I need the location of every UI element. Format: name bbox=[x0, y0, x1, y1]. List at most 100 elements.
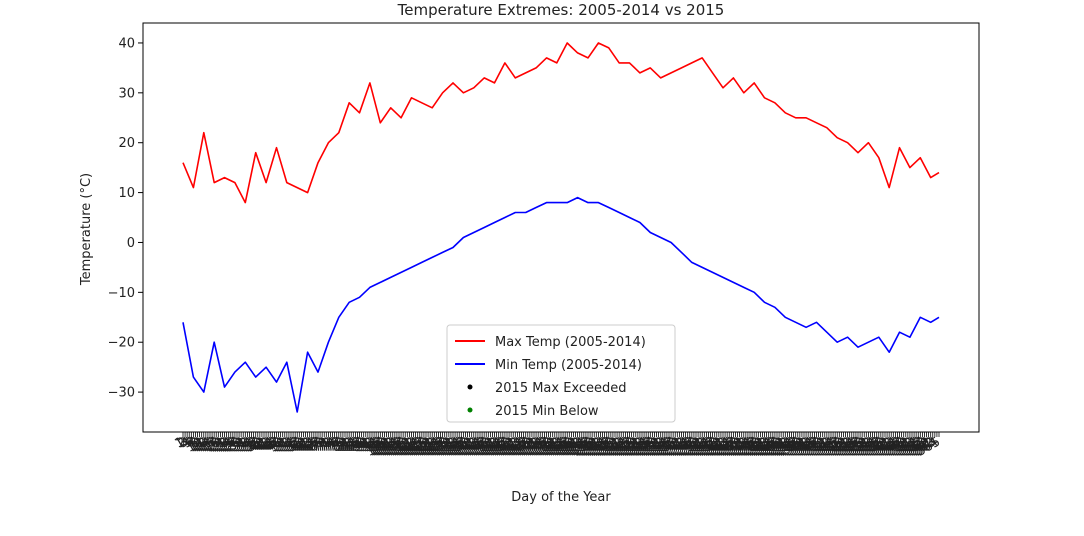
x-tick-label: 62 bbox=[292, 434, 314, 455]
x-tick-label: 23 bbox=[211, 434, 233, 455]
min-temp-line bbox=[182, 196, 940, 413]
x-tick-label: 14 bbox=[192, 434, 214, 455]
x-tick-label: 49 bbox=[265, 434, 287, 455]
x-tick-label: 85 bbox=[340, 434, 362, 455]
x-tick-label: 33 bbox=[232, 434, 254, 455]
x-tick-label: 97 bbox=[365, 434, 387, 455]
y-tick-label: −30 bbox=[108, 386, 135, 401]
x-tick-label: 61 bbox=[290, 434, 312, 455]
x-tick-label: 71 bbox=[311, 434, 333, 455]
x-tick-label: 32 bbox=[230, 434, 252, 455]
x-tick-label: 63 bbox=[294, 434, 316, 455]
x-tick-label: 87 bbox=[344, 434, 366, 455]
y-tick-label: 30 bbox=[118, 86, 135, 101]
max-temp-line bbox=[182, 42, 940, 204]
x-tick-label: 67 bbox=[302, 434, 324, 455]
x-tick-label: 99 bbox=[369, 434, 391, 455]
x-tick-label: 44 bbox=[254, 434, 276, 455]
chart-title: Temperature Extremes: 2005-2014 vs 2015 bbox=[397, 1, 725, 19]
x-tick-label: 48 bbox=[263, 434, 285, 455]
x-tick-label: 72 bbox=[313, 434, 335, 455]
x-tick-label: 12 bbox=[188, 434, 210, 455]
x-tick-label: 17 bbox=[198, 434, 220, 455]
x-tick-label: 54 bbox=[275, 434, 297, 455]
y-tick-label: 40 bbox=[118, 36, 135, 51]
x-tick-label: 20 bbox=[205, 434, 227, 455]
x-tick-label: 98 bbox=[367, 434, 389, 455]
x-tick-label: 95 bbox=[360, 434, 382, 455]
x-tick-label: 52 bbox=[271, 434, 293, 455]
plot-area bbox=[142, 22, 980, 433]
x-tick-label: 16 bbox=[196, 434, 218, 455]
x-tick-label: 22 bbox=[209, 434, 231, 455]
x-tick-label: 91 bbox=[352, 434, 374, 455]
x-tick-label: 39 bbox=[244, 434, 266, 455]
x-tick-label: 36 bbox=[238, 434, 260, 455]
x-tick-label: 10 bbox=[184, 434, 206, 455]
x-tick-label: 77 bbox=[323, 434, 345, 455]
x-tick-label: 82 bbox=[333, 434, 355, 455]
x-tick-label: 74 bbox=[317, 434, 339, 455]
x-tick-label: 47 bbox=[261, 434, 283, 455]
x-tick-label: 15 bbox=[194, 434, 216, 455]
x-tick-label: 11 bbox=[186, 434, 208, 455]
x-tick-label: 53 bbox=[273, 434, 295, 455]
x-tick-label: 31 bbox=[227, 434, 249, 455]
x-tick-label: 45 bbox=[257, 434, 279, 455]
x-tick-label: 28 bbox=[221, 434, 243, 455]
x-tick-label: 64 bbox=[296, 434, 318, 455]
x-tick-label: 86 bbox=[342, 434, 364, 455]
x-tick-label: 29 bbox=[223, 434, 245, 455]
x-tick-label: 68 bbox=[304, 434, 326, 455]
x-tick-label: 58 bbox=[284, 434, 306, 455]
x-tick-label: 78 bbox=[325, 434, 347, 455]
x-tick-label: 55 bbox=[277, 434, 299, 455]
x-tick-label: 96 bbox=[362, 434, 384, 455]
x-tick-label: 13 bbox=[190, 434, 212, 455]
x-tick-label: 83 bbox=[335, 434, 357, 455]
y-tick-label: 10 bbox=[118, 186, 135, 201]
x-tick-label: 51 bbox=[269, 434, 291, 455]
x-axis-label: Day of the Year bbox=[511, 490, 611, 505]
x-tick-label: 57 bbox=[281, 434, 303, 455]
x-tick-label: 38 bbox=[242, 434, 264, 455]
legend-2015-max-label: 2015 Max Exceeded bbox=[495, 381, 627, 396]
x-tick-label: 73 bbox=[315, 434, 337, 455]
x-tick-label: 34 bbox=[234, 434, 256, 455]
x-tick-label: 80 bbox=[329, 434, 351, 455]
legend-2015-min-marker bbox=[467, 407, 473, 413]
x-tick-label: 69 bbox=[306, 434, 328, 455]
y-tick-label: 0 bbox=[127, 236, 135, 251]
y-axis-label: Temperature (°C) bbox=[79, 173, 94, 286]
x-tick-label: 37 bbox=[240, 434, 262, 455]
x-tick-label: 59 bbox=[286, 434, 308, 455]
x-tick-label: 79 bbox=[327, 434, 349, 455]
x-tick-label: 66 bbox=[300, 434, 322, 455]
x-tick-label: 90 bbox=[350, 434, 372, 455]
legend-min-label: Min Temp (2005-2014) bbox=[495, 358, 642, 373]
x-tick-label: 65 bbox=[298, 434, 320, 455]
x-tick-label: 81 bbox=[331, 434, 353, 455]
x-tick-label: 70 bbox=[308, 434, 330, 455]
legend-box bbox=[446, 324, 676, 423]
x-tick-label: 30 bbox=[225, 434, 247, 455]
series-layer bbox=[182, 42, 940, 413]
y-tick-label: −20 bbox=[108, 336, 135, 351]
x-tick-label: 42 bbox=[250, 434, 272, 455]
x-tick-label: 19 bbox=[203, 434, 225, 455]
x-tick-label: 46 bbox=[259, 434, 281, 455]
x-tick-label: 25 bbox=[215, 434, 237, 455]
x-tick-label: 60 bbox=[288, 434, 310, 455]
x-tick-label: 84 bbox=[338, 434, 360, 455]
x-tick-label: 92 bbox=[354, 434, 376, 455]
x-tick-label: 93 bbox=[356, 434, 378, 455]
x-tick-label: 40 bbox=[246, 434, 268, 455]
legend: Max Temp (2005-2014) Min Temp (2005-2014… bbox=[446, 324, 676, 423]
x-tick-label: 88 bbox=[346, 434, 368, 455]
y-tick-label: −10 bbox=[108, 286, 135, 301]
tick-layer: −30 −20 −10 0 10 20 30 40 bbox=[108, 36, 143, 401]
x-tick-label: 43 bbox=[252, 434, 274, 455]
x-tick-label: 21 bbox=[207, 434, 229, 455]
legend-2015-max-marker bbox=[467, 384, 473, 390]
